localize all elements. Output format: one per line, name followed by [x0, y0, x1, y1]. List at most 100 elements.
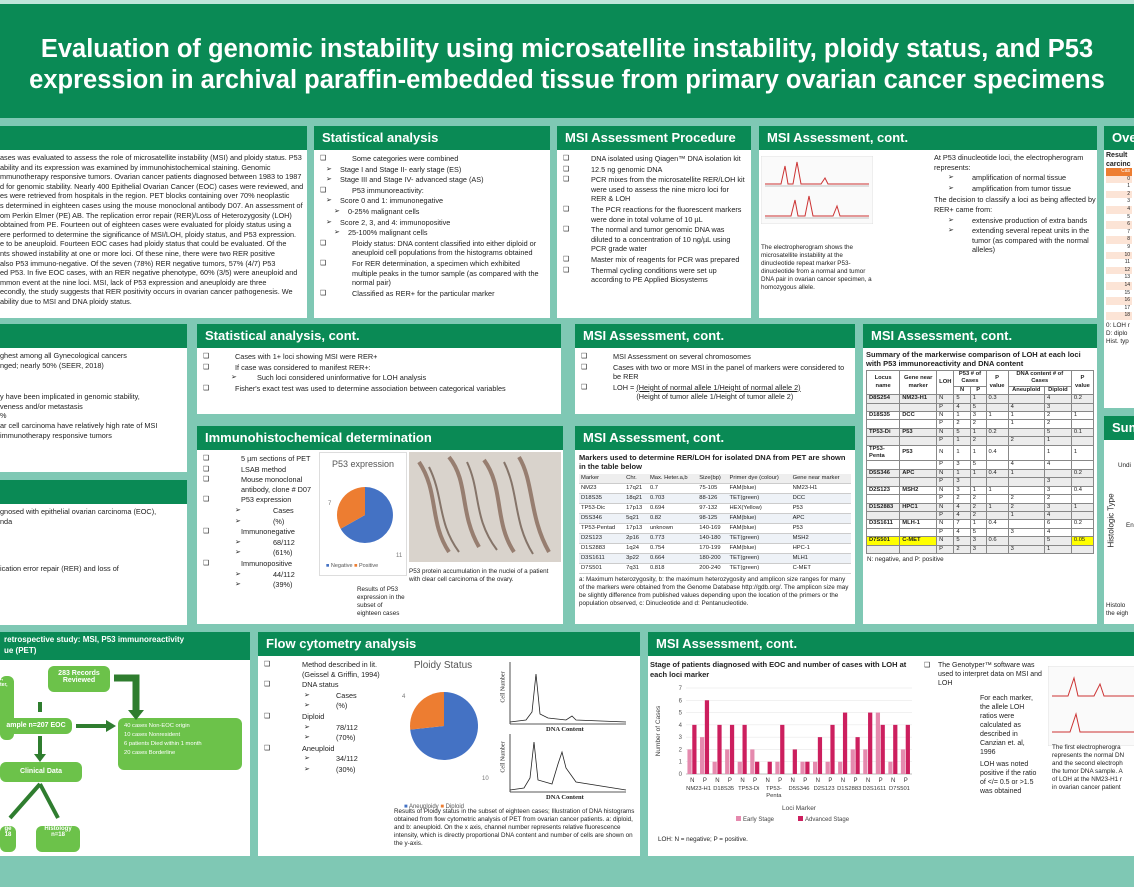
table-cell — [985, 494, 1009, 504]
legend-negative: Negative — [330, 563, 353, 569]
procedure-item: 12.5 ng genomic DNA — [591, 164, 663, 174]
checkbox-icon — [924, 661, 938, 670]
table-cell: 5 — [953, 394, 971, 404]
ploidy-slice-aneuploid — [410, 692, 444, 730]
table-cell: 3 — [953, 477, 971, 487]
table-cell: 75-105 — [697, 483, 728, 494]
stat-item: Some categories were combined — [352, 154, 459, 163]
table-cell: 5 — [1043, 427, 1072, 438]
msi5-right-line: in ovarian cancer patient — [1052, 784, 1121, 791]
p53-histology-photo — [409, 452, 561, 562]
table-cell: 0.6 — [985, 536, 1009, 546]
table-cell — [1070, 460, 1095, 470]
bar — [800, 761, 805, 774]
table-cell: TET(green) — [727, 533, 791, 544]
legend-label: Advanced Stage — [805, 817, 850, 823]
table-cell — [1007, 485, 1045, 496]
table-cell: 1 — [953, 411, 971, 421]
overview-row: 12 — [1106, 266, 1132, 275]
table-cell: 1 — [969, 444, 987, 462]
stat2-item: If case was considered to manifest RER+: — [235, 362, 371, 372]
y-tick-label: 2 — [679, 747, 683, 753]
summary-footnote: Histolo the eigh — [1106, 602, 1128, 618]
overview-row: 7 — [1106, 228, 1132, 237]
ihc-item: (%) — [273, 516, 285, 526]
x-tick-label: D18S35 — [713, 786, 734, 792]
table-cell — [899, 494, 938, 504]
table-cell: 3 — [1043, 502, 1072, 512]
arrow-icon — [948, 173, 962, 183]
table-row: D3S1611 MLH-1 N 7 1 0.4 6 0.2 — [865, 519, 1095, 529]
msi-assessment-body-1: At P53 dinucleotide loci, the electrophe… — [931, 150, 1097, 259]
bar — [888, 761, 893, 774]
legend-swatch — [798, 816, 803, 821]
x-tick-label: D3S1611 — [862, 786, 886, 792]
flow-item: Cases — [336, 690, 357, 700]
bar — [825, 761, 830, 774]
msi5-note: LOH was noted positive if the ratio of <… — [980, 761, 1037, 795]
arrow-icon — [235, 548, 249, 558]
bar — [842, 712, 848, 774]
table-cell: N — [936, 394, 955, 404]
table-cell — [865, 544, 901, 554]
table-cell: 3 — [969, 544, 987, 554]
table-cell — [969, 477, 987, 487]
msi-assessment-panel-2: MSI Assessment, cont. MSI Assessment on … — [575, 324, 855, 414]
table-cell: APC — [899, 468, 938, 479]
table-row: TP53-Di P53 N 5 1 0.2 5 0.1 — [865, 427, 1095, 438]
table-cell — [985, 544, 1009, 554]
checkbox-icon — [264, 744, 278, 754]
abstract-line: mmon event at the nine loci. MSI, lack o… — [0, 277, 267, 287]
table-row: D1S2883 HPC1 N 4 2 1 2 3 1 — [865, 502, 1095, 512]
msi5-right-text: The first electropherogra represents the… — [1052, 744, 1134, 792]
msi-assessment-header-5: MSI Assessment, cont. — [648, 632, 1134, 656]
loh-summary-table: Locus name Gene near marker LOH P53 # of… — [865, 369, 1095, 554]
checkbox-icon — [320, 154, 334, 164]
markers-header-cell: Marker — [579, 474, 625, 484]
table-cell: N — [936, 519, 955, 529]
table-cell: D2S123 — [579, 533, 625, 544]
x-tick-label: D7S501 — [889, 786, 910, 792]
overview-footnotes: 0: LOH r D: diplo Hist. typ — [1104, 320, 1134, 348]
p53-slice-positive — [336, 486, 365, 529]
bar — [893, 724, 898, 774]
legend-swatch-icon: ■ — [354, 563, 358, 569]
msi5-right-line: and the second electroph — [1052, 760, 1123, 767]
table-cell: 4 — [1043, 394, 1072, 404]
table-row: D3S1611 3p22 0.664 180-200 TET(green) MLH1 — [579, 553, 851, 564]
table-cell: N — [936, 485, 955, 496]
msi-assessment-header-3: MSI Assessment, cont. — [863, 324, 1097, 348]
table-cell: 5 — [953, 427, 971, 438]
th-p53: P53 # of Cases — [953, 370, 987, 387]
x-sub-label: N — [791, 778, 795, 784]
table-cell: 4 — [1007, 402, 1045, 413]
ihc-body: 5 µm sections of PET LSAB method Mouse m… — [197, 450, 333, 594]
flow-item: DNA status — [302, 680, 339, 690]
abstract-line: e to be aneuploid. Fourteen EOC cases ha… — [0, 239, 287, 249]
flow-item: 78/112 — [336, 722, 358, 732]
arrow-icon — [235, 517, 249, 527]
markers-header-cell: Max. Heter.a,b — [647, 474, 698, 484]
p53-legend: ■ Negative ■ Positive — [326, 563, 378, 569]
table-cell — [865, 494, 901, 504]
table-cell — [899, 544, 938, 554]
flow-item: Method described in lit. (Geissel & Grif… — [302, 660, 380, 679]
table-cell: NM23-H1 — [790, 483, 851, 494]
msi1-bullet: extensive production of extra bands — [972, 215, 1088, 225]
table-cell: 3 — [969, 411, 987, 421]
bar — [830, 724, 835, 774]
arrow-icon — [235, 538, 249, 548]
table-cell: D8S254 — [865, 394, 901, 404]
x-tick-label: D5S346 — [789, 786, 810, 792]
checkbox-icon — [203, 454, 217, 464]
bar — [805, 761, 810, 774]
stat2-item: Cases with 1+ loci showing MSI were RER+ — [235, 352, 378, 361]
table-cell: 0.7 — [647, 483, 698, 494]
table-cell — [1070, 436, 1095, 446]
loh-label: LOH = — [613, 382, 635, 392]
table-cell: 7 — [953, 519, 971, 529]
abstract-line: ases was evaluated to assess the role of… — [0, 153, 302, 162]
table-cell: 2 — [1007, 502, 1045, 512]
loh-summary-footer: N: negative, and P: positive — [867, 555, 944, 563]
